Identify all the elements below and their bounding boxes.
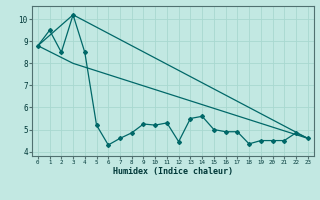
X-axis label: Humidex (Indice chaleur): Humidex (Indice chaleur) [113, 167, 233, 176]
